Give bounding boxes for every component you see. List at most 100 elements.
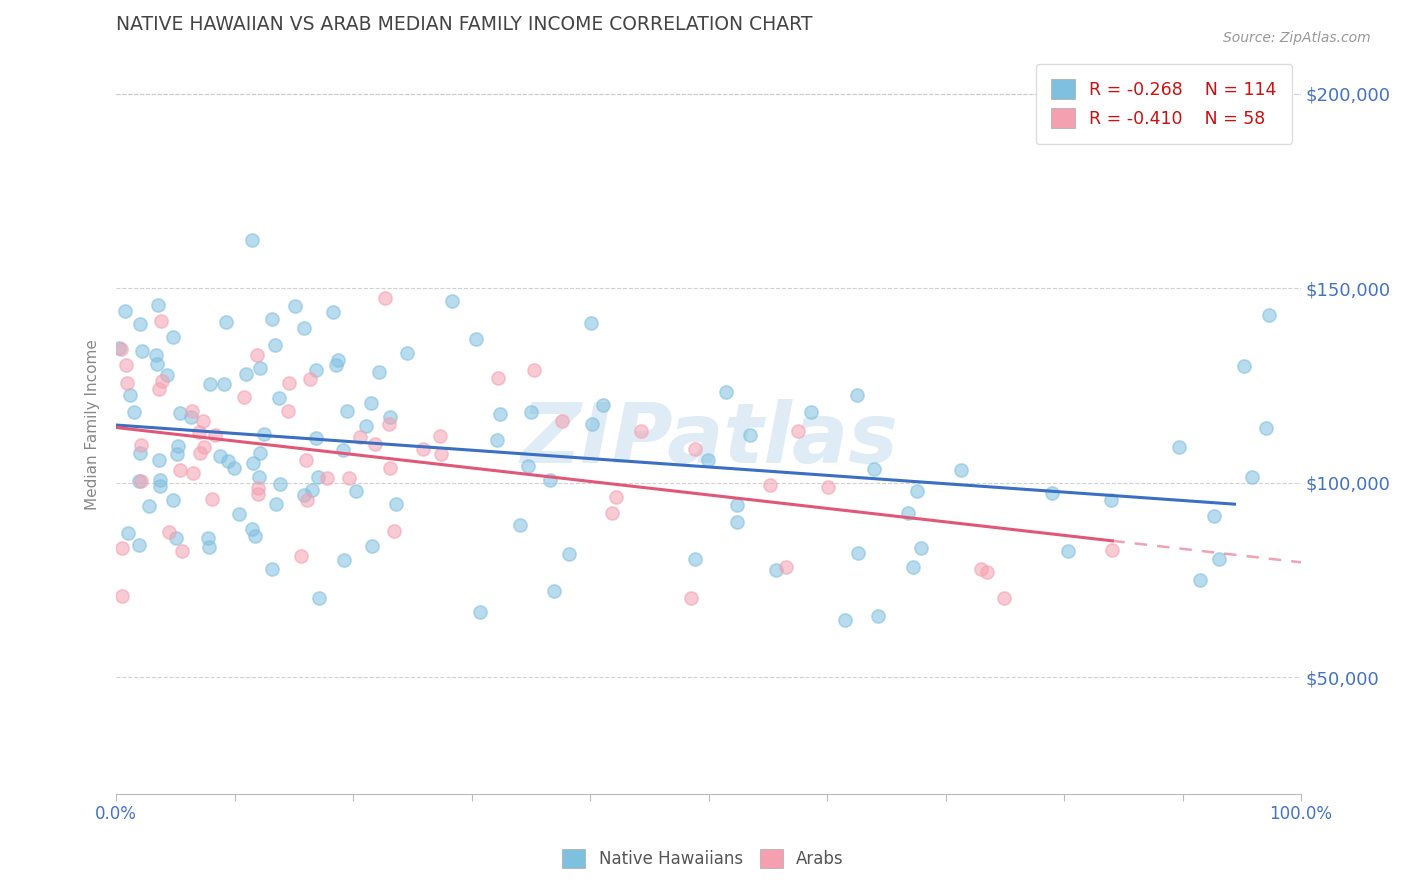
Point (714, 385, 737, 400)
Point (208, 449, 231, 463)
Point (380, 410, 402, 425)
Point (301, 483, 323, 497)
Legend: R = -0.268    N = 114, R = -0.410    N = 58: R = -0.268 N = 114, R = -0.410 N = 58 (1035, 63, 1292, 144)
Point (198, 377, 221, 392)
Point (600, 506, 623, 520)
Point (295, 452, 318, 467)
Point (308, 591, 330, 606)
Point (374, 291, 396, 305)
Point (326, 352, 349, 367)
Point (148, 297, 170, 311)
Point (378, 417, 401, 431)
Point (249, 445, 271, 459)
Point (558, 547, 581, 561)
Point (430, 447, 453, 461)
Point (344, 483, 367, 498)
Point (111, 541, 134, 555)
Point (212, 377, 235, 392)
Point (193, 440, 215, 454)
Point (367, 365, 389, 379)
Point (277, 404, 299, 418)
Point (1101, 542, 1123, 557)
Point (169, 463, 191, 477)
Point (1233, 359, 1256, 373)
Point (305, 431, 328, 445)
Point (592, 398, 614, 412)
Point (385, 497, 408, 511)
Point (1254, 421, 1277, 435)
Point (110, 342, 132, 356)
Point (284, 299, 307, 313)
Point (429, 429, 451, 443)
Point (267, 391, 290, 405)
Point (240, 233, 263, 247)
Point (315, 471, 337, 485)
Point (725, 516, 748, 530)
Point (292, 321, 315, 335)
Point (349, 430, 371, 444)
Point (243, 529, 266, 543)
Point (630, 425, 652, 439)
Text: NATIVE HAWAIIAN VS ARAB MEDIAN FAMILY INCOME CORRELATION CHART: NATIVE HAWAIIAN VS ARAB MEDIAN FAMILY IN… (117, 15, 813, 34)
Point (298, 372, 321, 386)
Point (901, 560, 924, 574)
Point (517, 458, 540, 473)
Point (156, 368, 179, 383)
Point (464, 332, 486, 346)
Point (949, 463, 972, 477)
Point (322, 304, 344, 318)
Point (290, 549, 312, 563)
Point (269, 477, 291, 491)
Point (162, 493, 184, 508)
Point (129, 438, 152, 452)
Point (543, 584, 565, 599)
Point (325, 358, 347, 372)
Point (129, 474, 152, 488)
Point (235, 368, 257, 382)
Point (1189, 573, 1212, 587)
Text: Source: ZipAtlas.com: Source: ZipAtlas.com (1223, 31, 1371, 45)
Point (264, 497, 287, 511)
Point (910, 541, 932, 555)
Point (486, 433, 509, 447)
Point (128, 539, 150, 553)
Point (166, 447, 188, 461)
Point (834, 613, 856, 627)
Point (307, 470, 329, 484)
Point (993, 591, 1015, 605)
Point (538, 474, 561, 488)
Point (240, 521, 263, 535)
Point (697, 453, 720, 467)
Point (198, 540, 221, 554)
Point (1056, 543, 1078, 558)
Point (305, 363, 328, 377)
Point (683, 442, 706, 456)
Text: ZIPatlas: ZIPatlas (520, 399, 897, 480)
Point (246, 481, 269, 495)
Point (193, 414, 215, 428)
Point (148, 382, 170, 396)
Point (579, 317, 602, 331)
Point (294, 488, 316, 502)
Point (489, 407, 512, 421)
Point (215, 314, 238, 328)
Point (800, 405, 823, 419)
Point (246, 348, 269, 362)
Point (180, 410, 202, 425)
Point (550, 414, 572, 428)
Point (378, 460, 401, 475)
Point (224, 461, 246, 475)
Point (976, 565, 998, 579)
Point (181, 467, 204, 481)
Point (201, 492, 224, 507)
Point (262, 562, 284, 576)
Point (149, 473, 172, 487)
Point (128, 474, 150, 488)
Point (441, 294, 464, 309)
Point (120, 388, 142, 402)
Point (897, 506, 920, 520)
Point (242, 456, 264, 470)
Point (817, 481, 839, 495)
Point (681, 591, 703, 605)
Point (382, 524, 405, 538)
